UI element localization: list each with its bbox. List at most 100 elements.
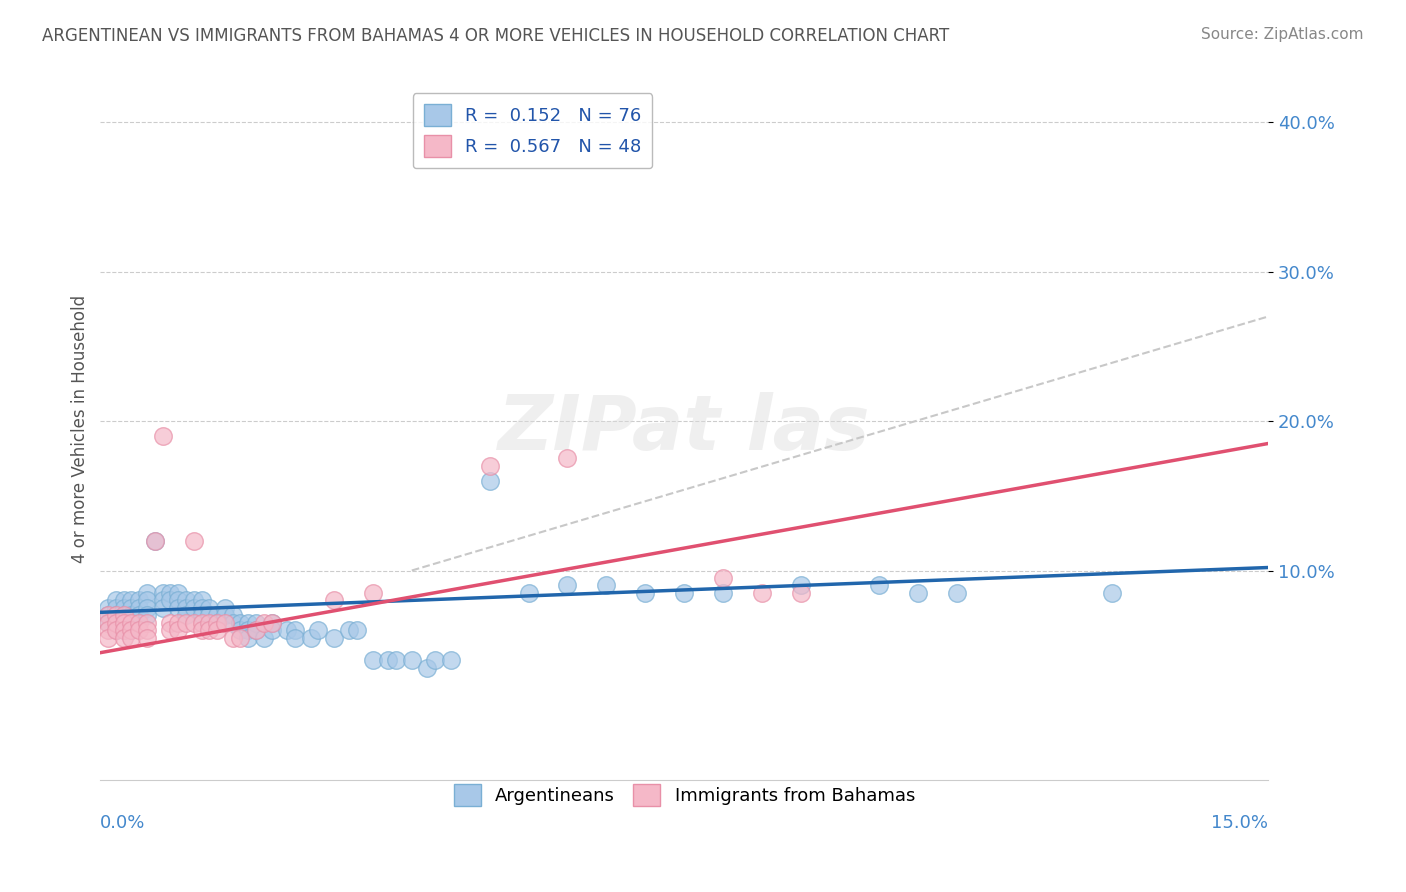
Point — [112, 615, 135, 630]
Point — [214, 608, 236, 623]
Point — [440, 653, 463, 667]
Point — [245, 624, 267, 638]
Point — [174, 600, 197, 615]
Point — [97, 624, 120, 638]
Point — [112, 600, 135, 615]
Point — [198, 608, 221, 623]
Point — [121, 608, 143, 623]
Point — [253, 615, 276, 630]
Point — [136, 624, 159, 638]
Point — [104, 615, 127, 630]
Point — [136, 608, 159, 623]
Text: 15.0%: 15.0% — [1211, 814, 1268, 832]
Point — [128, 624, 150, 638]
Point — [143, 533, 166, 548]
Point — [159, 615, 181, 630]
Point — [790, 578, 813, 592]
Point — [104, 615, 127, 630]
Y-axis label: 4 or more Vehicles in Household: 4 or more Vehicles in Household — [72, 294, 89, 563]
Point — [205, 624, 228, 638]
Point — [112, 608, 135, 623]
Point — [478, 458, 501, 473]
Point — [214, 615, 236, 630]
Point — [229, 631, 252, 645]
Point — [945, 586, 967, 600]
Point — [377, 653, 399, 667]
Point — [517, 586, 540, 600]
Point — [112, 631, 135, 645]
Point — [183, 615, 205, 630]
Point — [97, 615, 120, 630]
Point — [167, 600, 190, 615]
Point — [214, 600, 236, 615]
Point — [112, 624, 135, 638]
Point — [260, 624, 283, 638]
Point — [238, 631, 260, 645]
Point — [673, 586, 696, 600]
Point — [128, 593, 150, 607]
Point — [557, 578, 579, 592]
Point — [97, 615, 120, 630]
Point — [121, 600, 143, 615]
Point — [174, 608, 197, 623]
Point — [159, 593, 181, 607]
Point — [253, 631, 276, 645]
Point — [299, 631, 322, 645]
Point — [136, 615, 159, 630]
Point — [322, 593, 344, 607]
Point — [307, 624, 329, 638]
Point — [229, 624, 252, 638]
Point — [152, 586, 174, 600]
Point — [557, 451, 579, 466]
Point — [183, 600, 205, 615]
Point — [128, 600, 150, 615]
Point — [322, 631, 344, 645]
Point — [245, 615, 267, 630]
Point — [174, 615, 197, 630]
Point — [478, 474, 501, 488]
Point — [97, 608, 120, 623]
Point — [245, 624, 267, 638]
Point — [167, 593, 190, 607]
Point — [222, 608, 245, 623]
Point — [198, 615, 221, 630]
Point — [198, 624, 221, 638]
Point — [634, 586, 657, 600]
Point — [104, 624, 127, 638]
Point — [205, 615, 228, 630]
Point — [190, 615, 212, 630]
Point — [346, 624, 368, 638]
Point — [174, 593, 197, 607]
Point — [790, 586, 813, 600]
Point — [159, 624, 181, 638]
Point — [121, 624, 143, 638]
Text: 0.0%: 0.0% — [100, 814, 146, 832]
Point — [595, 578, 617, 592]
Point — [238, 624, 260, 638]
Point — [711, 586, 734, 600]
Point — [112, 615, 135, 630]
Point — [339, 624, 361, 638]
Point — [112, 608, 135, 623]
Point — [97, 608, 120, 623]
Point — [97, 631, 120, 645]
Point — [136, 586, 159, 600]
Legend: Argentineans, Immigrants from Bahamas: Argentineans, Immigrants from Bahamas — [446, 776, 922, 813]
Point — [385, 653, 408, 667]
Point — [121, 615, 143, 630]
Point — [190, 600, 212, 615]
Point — [152, 429, 174, 443]
Point — [361, 653, 384, 667]
Point — [136, 593, 159, 607]
Point — [97, 600, 120, 615]
Point — [190, 608, 212, 623]
Point — [128, 608, 150, 623]
Point — [104, 600, 127, 615]
Point — [868, 578, 890, 592]
Point — [222, 631, 245, 645]
Point — [121, 615, 143, 630]
Point — [183, 533, 205, 548]
Point — [121, 624, 143, 638]
Text: Source: ZipAtlas.com: Source: ZipAtlas.com — [1201, 27, 1364, 42]
Point — [238, 615, 260, 630]
